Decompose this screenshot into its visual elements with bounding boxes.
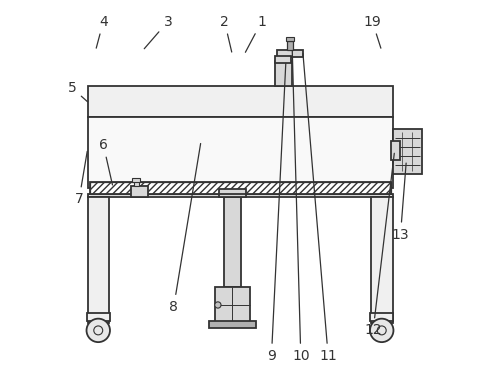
Bar [134,181,138,186]
Bar [275,61,292,86]
Bar [224,197,241,287]
Text: 9: 9 [267,63,286,363]
Bar [371,197,393,323]
Bar [132,178,140,182]
Bar [88,197,109,323]
Bar [131,186,148,197]
Text: 7: 7 [75,151,87,206]
Circle shape [215,302,221,308]
Text: 4: 4 [96,14,108,48]
Text: 2: 2 [220,14,232,52]
Bar [287,41,293,50]
Bar [88,86,393,117]
Text: 10: 10 [292,50,310,363]
Bar [391,141,400,160]
Bar [90,182,391,194]
Bar [393,129,422,174]
Bar [90,182,391,194]
Circle shape [370,319,393,342]
Text: 19: 19 [364,14,381,48]
Bar [88,117,393,188]
Text: 8: 8 [169,143,200,314]
Text: 12: 12 [364,153,394,337]
Bar [370,313,393,321]
Bar [275,56,291,63]
Bar [86,313,110,321]
Text: 5: 5 [67,81,88,102]
Bar [88,194,393,197]
Bar [286,37,294,41]
Text: 1: 1 [246,14,266,52]
Circle shape [86,319,110,342]
Bar [209,321,256,328]
Text: 13: 13 [392,163,409,242]
Text: 11: 11 [303,54,337,363]
Text: 6: 6 [99,138,113,185]
Text: 3: 3 [144,14,172,49]
Bar [215,287,250,323]
Bar [219,189,246,197]
Bar [277,50,303,57]
